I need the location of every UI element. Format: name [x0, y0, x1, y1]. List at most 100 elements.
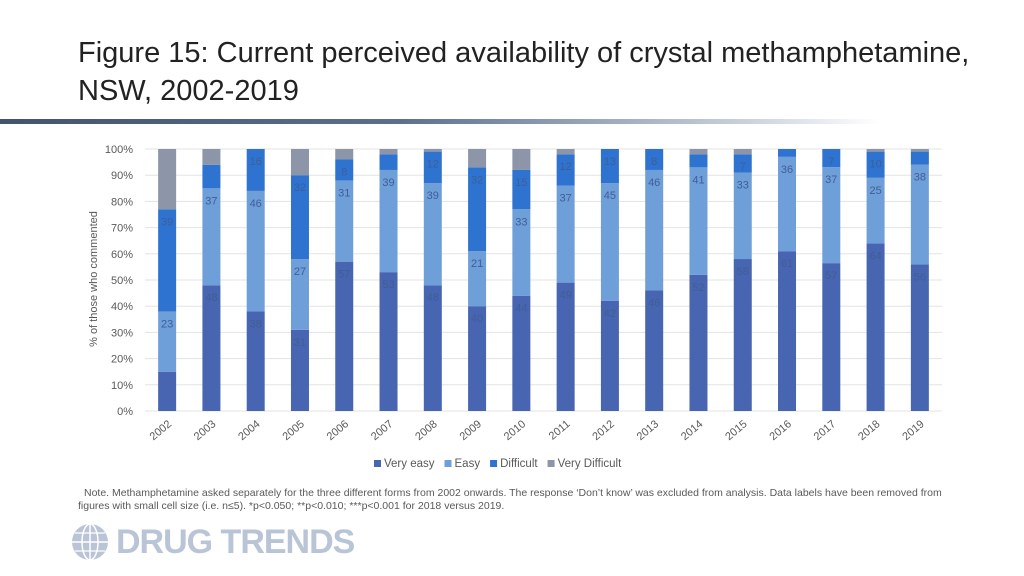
data-label: 8 [651, 156, 657, 168]
bars [158, 149, 929, 411]
bar-very-difficult-2008 [423, 149, 442, 152]
data-label: 37 [560, 193, 572, 205]
bar-very-easy-2012 [600, 300, 619, 411]
data-label: 25 [869, 185, 881, 197]
bar-easy-2018 [866, 177, 885, 244]
bar-very-easy-2018 [866, 243, 885, 411]
bar-difficult-2010 [512, 169, 531, 210]
bar-difficult-2011 [556, 154, 575, 186]
bar-very-easy-2015 [733, 259, 752, 411]
bar-very-easy-2014 [689, 274, 708, 411]
page-title: Figure 15: Current perceived availabilit… [78, 37, 970, 107]
x-axis-ticks: 2002 2003 2004 2005 2006 2007 2008 2009 2010 2011… [148, 418, 927, 443]
data-label: 48 [427, 292, 439, 304]
bar-easy-2004 [246, 190, 265, 312]
data-label: 46 [250, 198, 262, 210]
legend: Very easy Easy Difficult Very Difficult [374, 458, 622, 470]
bar-easy-2019 [910, 164, 929, 265]
drug-trends-logo: DRUG TRENDS [70, 522, 355, 562]
x-tick-label: 2014 [679, 418, 705, 443]
data-label: 40 [471, 313, 483, 325]
bar-very-easy-2008 [423, 285, 442, 411]
x-tick-label: 2003 [192, 418, 218, 443]
y-tick-label: 90% [111, 170, 133, 182]
data-label: 39 [382, 177, 394, 189]
data-label: 7 [828, 156, 834, 168]
x-tick-label: 2015 [723, 418, 749, 443]
y-tick-label: 30% [111, 327, 133, 339]
bar-difficult-2009 [468, 167, 487, 252]
data-label: 49 [560, 290, 572, 302]
y-tick-label: 60% [111, 249, 133, 261]
bar-very-easy-2016 [778, 251, 797, 411]
x-tick-label: 2012 [590, 418, 616, 443]
globe-icon [72, 523, 108, 561]
data-label: 32 [294, 182, 306, 194]
y-tick-label: 100% [105, 144, 133, 156]
data-label: 33 [515, 216, 527, 228]
data-label: 15 [515, 177, 527, 189]
y-tick-label: 40% [111, 301, 133, 313]
bar-difficult-2005 [290, 175, 309, 260]
bar-very-difficult-2003 [202, 149, 221, 165]
bar-difficult-2015 [733, 154, 752, 173]
data-label: 57 [338, 269, 350, 281]
bar-very-easy-2005 [290, 329, 309, 411]
gridlines [145, 148, 942, 412]
x-tick-label: 2005 [280, 418, 306, 443]
legend-label: Easy [455, 458, 481, 470]
legend-swatch [547, 460, 555, 467]
y-axis-label: % of those who commented [88, 211, 100, 347]
data-label: 44 [515, 303, 527, 315]
bar-difficult-2014 [689, 154, 708, 168]
bar-very-easy-2013 [645, 290, 664, 411]
bar-difficult-2019 [910, 151, 929, 165]
legend-swatch [374, 460, 381, 467]
data-label: 31 [294, 337, 306, 349]
bar-difficult-2017 [822, 149, 841, 168]
x-tick-label: 2007 [369, 418, 395, 443]
data-label: 27 [294, 266, 306, 278]
bar-difficult-2002 [158, 209, 177, 312]
bar-easy-2012 [600, 183, 619, 301]
data-label: 38 [914, 172, 926, 184]
bar-very-easy-2011 [556, 282, 575, 411]
data-label: 39 [427, 190, 439, 202]
data-label: 37 [205, 195, 217, 207]
x-tick-label: 2010 [502, 418, 528, 443]
bar-easy-2015 [733, 172, 752, 260]
bar-very-easy-2003 [202, 285, 221, 411]
bar-very-easy-2009 [468, 306, 487, 411]
bar-difficult-2008 [423, 151, 442, 184]
x-tick-label: 2004 [236, 418, 262, 443]
bar-very-difficult-2006 [335, 149, 354, 160]
data-label: 39 [161, 216, 173, 228]
y-tick-label: 80% [111, 196, 133, 208]
data-label: 21 [471, 258, 483, 270]
x-tick-label: 2013 [635, 418, 661, 443]
x-tick-label: 2016 [767, 418, 793, 443]
x-tick-label: 2011 [547, 418, 573, 442]
bar-easy-2009 [468, 251, 487, 307]
data-label: 23 [161, 318, 173, 330]
bar-easy-2010 [512, 209, 531, 296]
bar-difficult-2007 [379, 154, 398, 170]
bar-easy-2011 [556, 185, 575, 283]
x-tick-label: 2006 [325, 418, 351, 443]
y-tick-label: 0% [117, 406, 133, 418]
data-labels: 23 39 48 37 38 46 16 31 27 32 57 31 8 53 39 48 39 12 40 21 3… [161, 156, 926, 349]
data-label: 57 [825, 270, 837, 282]
footnote: Note. Methamphetamine asked separately f… [78, 487, 942, 512]
bar-very-difficult-2014 [689, 149, 708, 155]
y-axis-ticks: 0% 10% 20% 30% 40% 50% 60% 70% 80% 90% 100% [105, 144, 133, 418]
bar-easy-2002 [158, 311, 177, 372]
bar-easy-2007 [379, 169, 398, 273]
bar-very-difficult-2002 [158, 149, 177, 210]
bar-very-easy-2002 [158, 371, 177, 411]
bar-difficult-2006 [335, 159, 354, 181]
data-label: 12 [427, 159, 439, 171]
data-label: 56 [914, 271, 926, 283]
bar-very-difficult-2009 [468, 149, 487, 168]
data-label: 45 [604, 190, 616, 202]
bar-difficult-2013 [645, 149, 664, 170]
